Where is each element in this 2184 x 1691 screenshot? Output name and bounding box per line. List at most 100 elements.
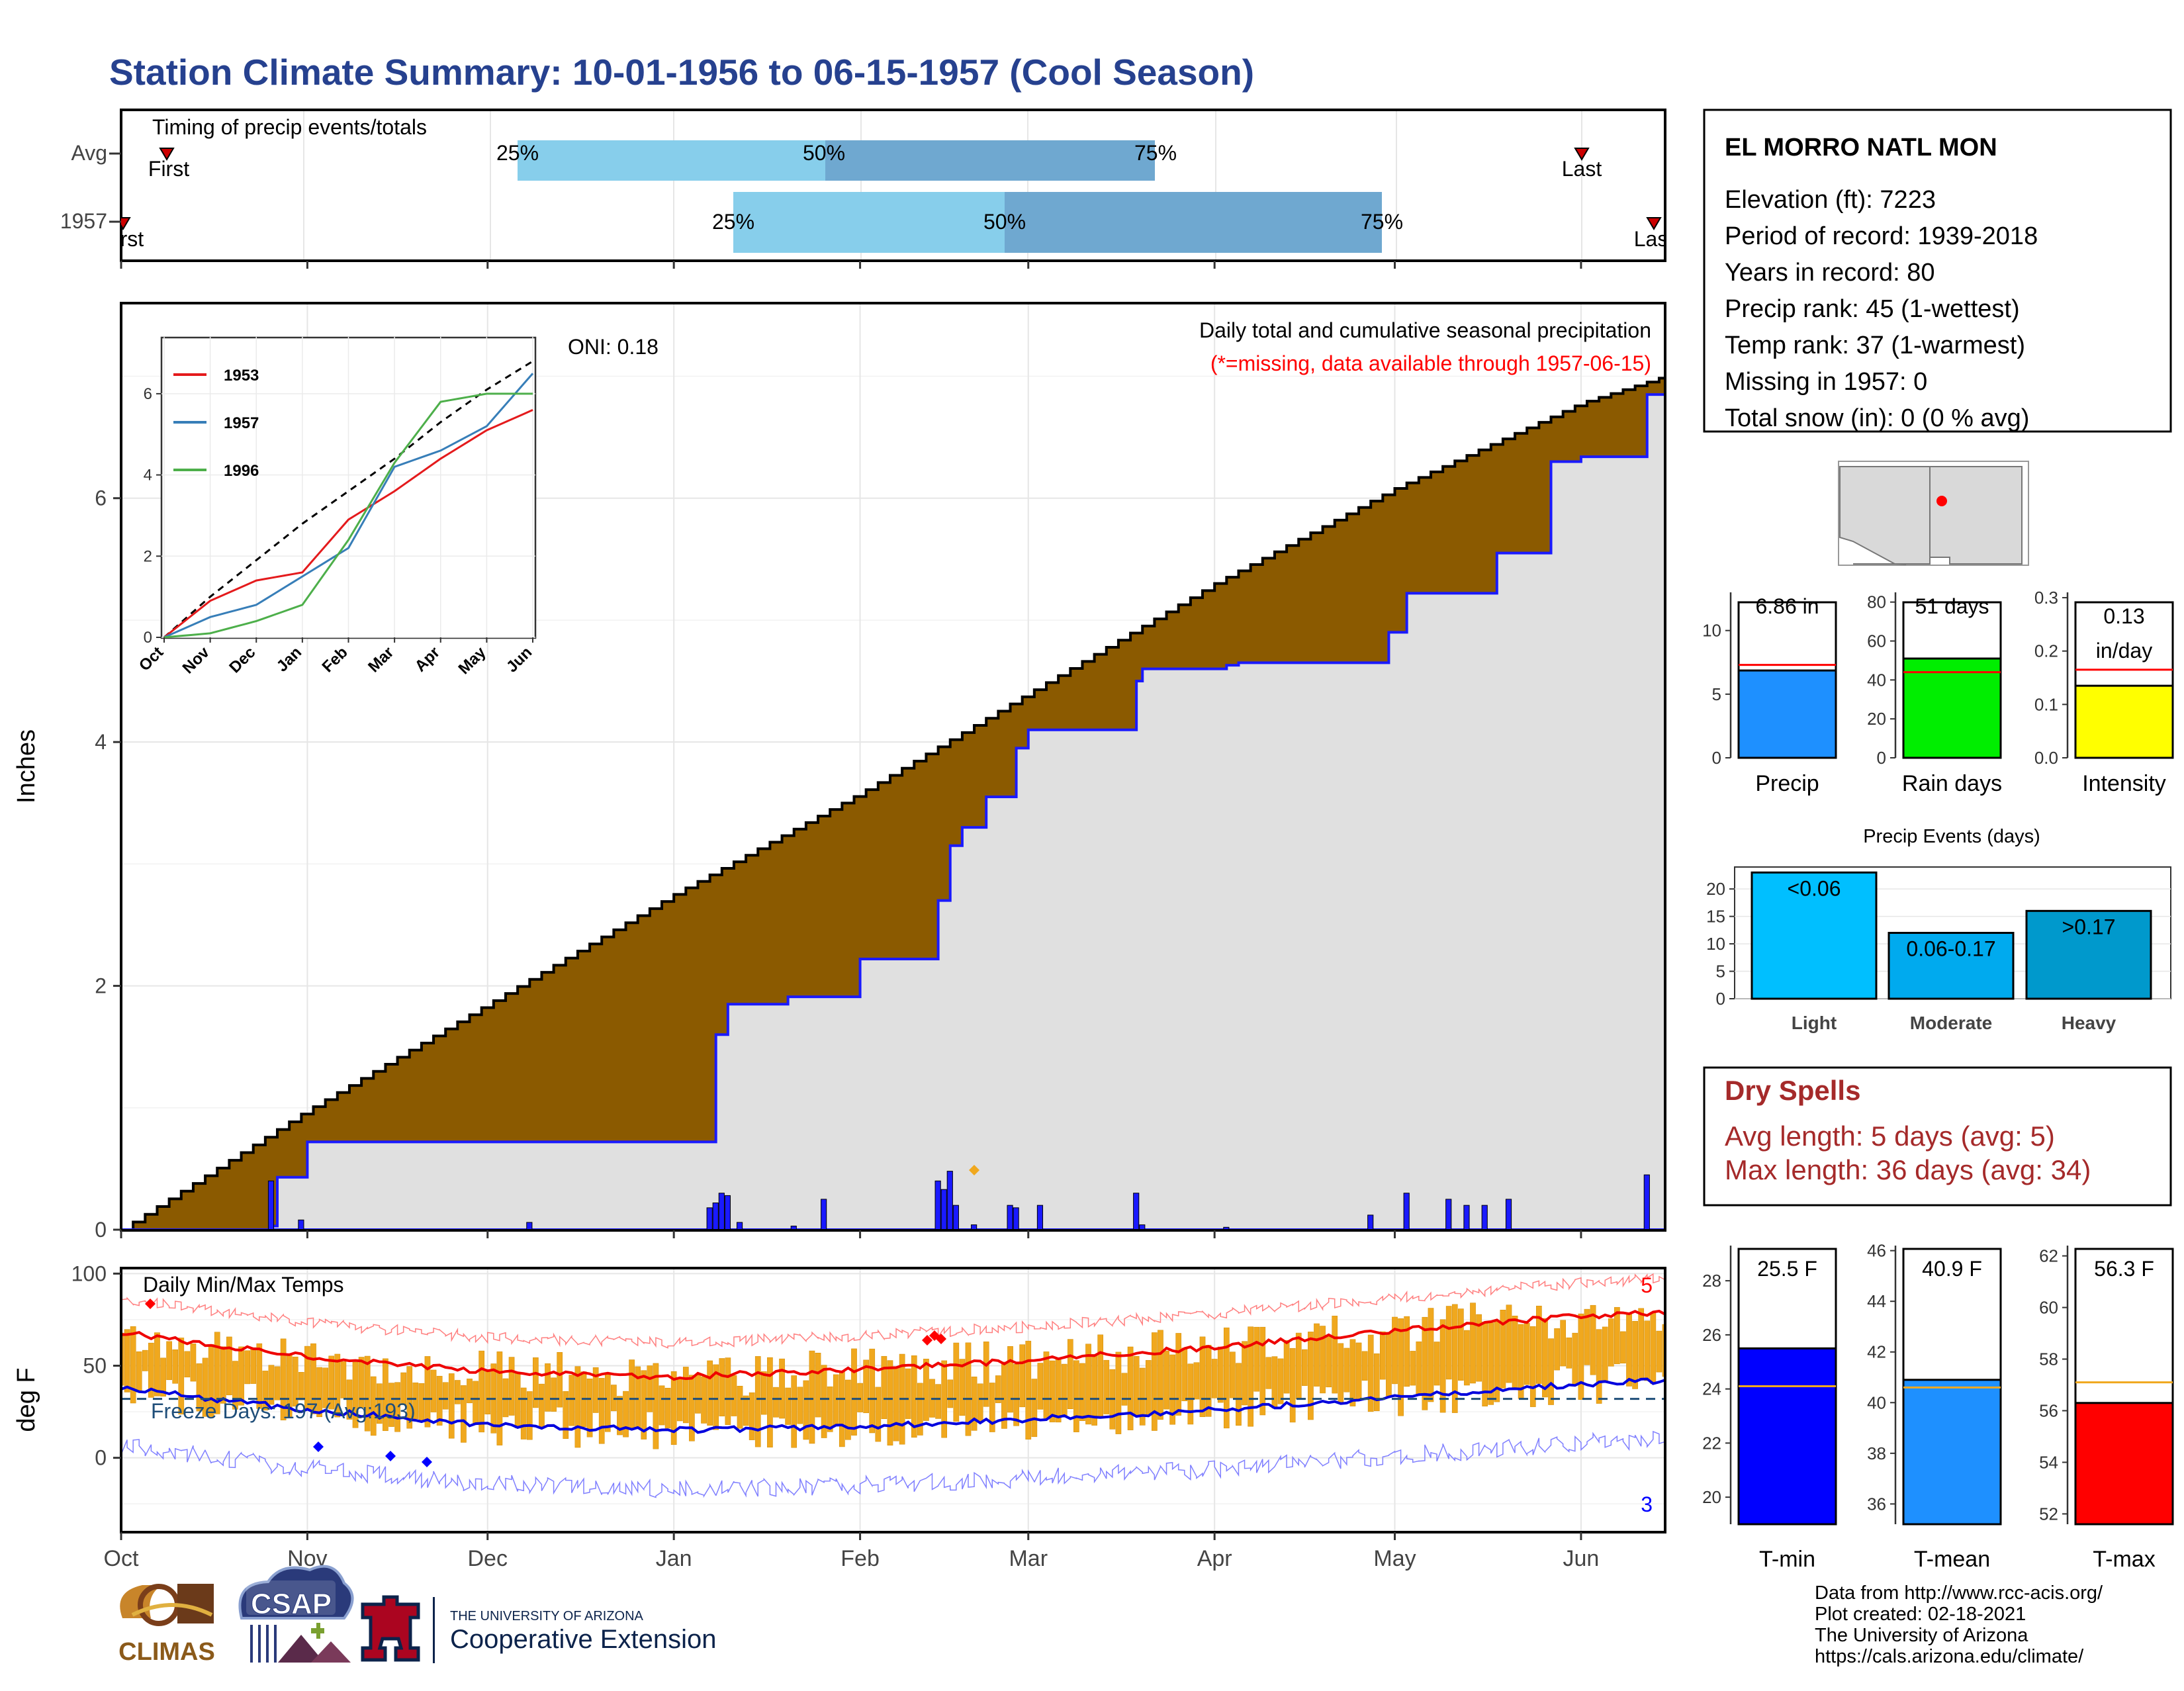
timing-panel: Timing of precip events/totals Avg 1957 … [60, 109, 1666, 262]
temp-summary-value-bar [1737, 1347, 1837, 1526]
temp-summary-y-tick-label: 52 [2039, 1504, 2058, 1524]
daily-temperature-bar [1367, 1334, 1374, 1412]
precip-y-tick-label: 6 [95, 486, 107, 510]
daily-temperature-bar [1277, 1358, 1284, 1404]
daily-temperature-bar [1073, 1360, 1079, 1432]
record-min-line [121, 1430, 1665, 1498]
daily-temperature-bar [268, 1365, 275, 1405]
temperature-panel-label: Daily Min/Max Temps [143, 1273, 343, 1297]
daily-temperature-bar [743, 1395, 749, 1426]
average-max-line [121, 1309, 1665, 1381]
daily-temperature-bar [1470, 1303, 1476, 1384]
station-location-dot [1936, 496, 1947, 506]
daily-temperature-bar [1169, 1354, 1175, 1425]
daily-temperature-bar [779, 1358, 785, 1419]
daily-temperature-bar [1638, 1308, 1645, 1379]
month-axis: Oct Nov Dec Jan Feb Mar Apr May Jun [104, 261, 1599, 1571]
record-high-count: 5 [1641, 1273, 1653, 1297]
daily-temperature-bar [478, 1350, 485, 1433]
daily-temperature-bar [653, 1363, 659, 1449]
daily-precip-bar [1007, 1205, 1013, 1230]
daily-temperature-bar [791, 1375, 797, 1448]
daily-temperature-bar [1373, 1353, 1380, 1412]
mini-bar-y-tick-label: 0 [1712, 748, 1721, 768]
daily-temperature-bar [1043, 1351, 1050, 1418]
daily-temperature-bar [995, 1375, 1001, 1403]
timing-1957-first-marker [121, 217, 131, 230]
temp-summary-value-label: 56.3 F [2094, 1257, 2154, 1281]
daily-temperature-bar [1019, 1344, 1026, 1408]
daily-temperature-bar [881, 1355, 887, 1420]
daily-temperature-bar [274, 1366, 281, 1400]
daily-temperature-bar [869, 1348, 876, 1434]
dry-spells-title: Dry Spells [1725, 1075, 1860, 1106]
temperature-summary-bars: 20 22 24 26 28 25.5 F T-min 36 38 40 42 44 46 40.9 F T… [1702, 1241, 2174, 1572]
daily-precip-bar [821, 1199, 827, 1230]
daily-temperature-bar [1386, 1332, 1392, 1396]
dry-spells-max: Max length: 36 days (avg: 34) [1725, 1154, 2091, 1185]
daily-precip-bar [712, 1202, 719, 1230]
station-name: EL MORRO NATL MON [1725, 134, 1997, 161]
precip-panel-frame [120, 302, 1666, 1232]
daily-temperature-bar [442, 1382, 449, 1410]
daily-temperature-bar [461, 1385, 467, 1443]
inset-1953-line [163, 409, 533, 638]
csap-logo: CSAP [238, 1565, 354, 1663]
precip-y-tick-label: 4 [95, 730, 107, 754]
month-tick-label: Jan [656, 1546, 692, 1571]
daily-temperature-bar [1242, 1341, 1248, 1406]
timing-1957-q50-label: 50% [983, 210, 1026, 234]
month-tick-label: Oct [104, 1546, 139, 1571]
month-tick-label: May [1373, 1546, 1416, 1571]
daily-temperature-bar [370, 1376, 377, 1436]
daily-temperature-bar [1584, 1308, 1590, 1365]
daily-precip-bar [934, 1180, 941, 1230]
daily-temperature-bar [394, 1382, 400, 1432]
daily-temperature-bar [947, 1379, 954, 1408]
station-total-snow: Total snow (in): 0 (0 % avg) [1725, 404, 2029, 432]
daily-temperature-bars [121, 1303, 1665, 1449]
credit-line-institution: The University of Arizona [1815, 1625, 2028, 1646]
credit-line-url: https://cals.arizona.edu/climate/ [1815, 1646, 2084, 1667]
daily-temperature-bar [1566, 1337, 1572, 1369]
timing-avg-q25-q50-bar [518, 140, 825, 181]
precip-y-axis-label: Inches [13, 729, 40, 803]
daily-temperature-bar [1163, 1350, 1169, 1410]
daily-temperature-bar [953, 1342, 960, 1422]
daily-temperature-bar [196, 1363, 203, 1412]
daily-precip-bar [1013, 1207, 1019, 1230]
daily-temperature-bar [1145, 1360, 1152, 1415]
daily-temperature-bar [322, 1367, 328, 1408]
daily-temperature-bar [845, 1379, 851, 1440]
daily-temperature-bar [533, 1357, 539, 1408]
mini-bar-category-label: Precip [1755, 771, 1819, 796]
precip-subtitle: Daily total and cumulative seasonal prec… [1199, 318, 1651, 342]
daily-temperature-bar [400, 1372, 406, 1406]
daily-temperature-bar [905, 1368, 911, 1419]
daily-temperature-bar [1560, 1320, 1567, 1367]
mini-bar-value-label: 6.86 in [1755, 594, 1819, 618]
daily-temperature-bar [731, 1375, 737, 1416]
daily-temperature-bar [1283, 1340, 1290, 1394]
daily-temperature-bar [701, 1376, 707, 1424]
daily-temperature-bar [875, 1387, 882, 1442]
daily-temperature-bar [689, 1375, 695, 1441]
daily-temperature-bar [592, 1367, 599, 1413]
precip-events-bar [1751, 871, 1878, 1000]
daily-temperature-bar [941, 1360, 947, 1438]
daily-temperature-bar [1061, 1363, 1068, 1417]
daily-temperature-bar [1301, 1349, 1308, 1386]
precip-y-tick-label: 0 [95, 1218, 107, 1242]
daily-temperature-bar [1494, 1321, 1500, 1402]
csap-logo-text: CSAP [251, 1588, 332, 1620]
temp-summary-y-tick-label: 26 [1702, 1325, 1721, 1345]
daily-temperature-bar [959, 1359, 966, 1416]
daily-temperature-bar [857, 1383, 863, 1412]
mini-bar-y-tick-label: 60 [1867, 631, 1886, 651]
station-temp-rank: Temp rank: 37 (1-warmest) [1725, 332, 2025, 359]
daily-temperature-bar [1079, 1363, 1085, 1421]
daily-temperature-bar [1103, 1359, 1110, 1414]
daily-temperature-bar [1115, 1351, 1122, 1434]
temp-summary-y-tick-label: 24 [1702, 1379, 1721, 1399]
temp-summary-chart-t-mean: 36 38 40 42 44 46 40.9 F T-mean [1867, 1241, 2002, 1572]
